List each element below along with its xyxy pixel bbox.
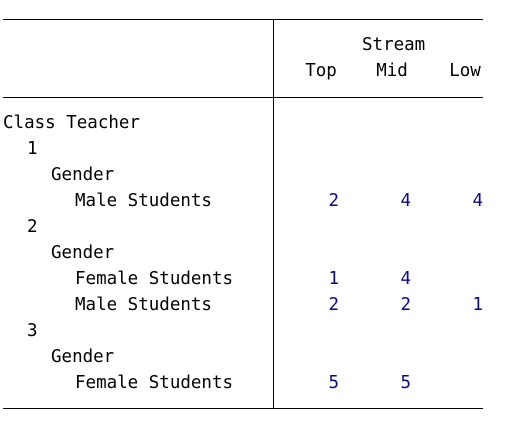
stub-divider <box>273 19 274 409</box>
column-group-label: Stream <box>362 35 426 55</box>
header-separator-rule <box>3 97 483 98</box>
cell-value: 4 <box>400 269 411 289</box>
table-top-rule <box>3 19 483 20</box>
cell-value: 2 <box>328 295 339 315</box>
teacher-label: 2 <box>27 217 38 237</box>
row-header: Class Teacher <box>3 113 140 133</box>
teacher-label: 3 <box>27 321 38 341</box>
cell-value: 4 <box>400 191 411 211</box>
column-header-top: Top <box>305 61 337 81</box>
subheader-label: Gender <box>51 165 115 185</box>
row-label: Female Students <box>75 269 234 289</box>
cell-value: 2 <box>400 295 411 315</box>
cell-value: 2 <box>328 191 339 211</box>
cell-value: 4 <box>472 191 483 211</box>
column-header-mid: Mid <box>376 61 408 81</box>
row-label: Male Students <box>75 191 212 211</box>
table-bottom-rule <box>3 408 483 409</box>
cell-value: 1 <box>328 269 339 289</box>
subheader-label: Gender <box>51 243 115 263</box>
cell-value: 1 <box>472 295 483 315</box>
subheader-label: Gender <box>51 347 115 367</box>
cell-value: 5 <box>400 373 411 393</box>
cell-value: 5 <box>328 373 339 393</box>
teacher-label: 1 <box>27 139 38 159</box>
row-label: Female Students <box>75 373 234 393</box>
row-label: Male Students <box>75 295 212 315</box>
column-header-low: Low <box>449 61 481 81</box>
